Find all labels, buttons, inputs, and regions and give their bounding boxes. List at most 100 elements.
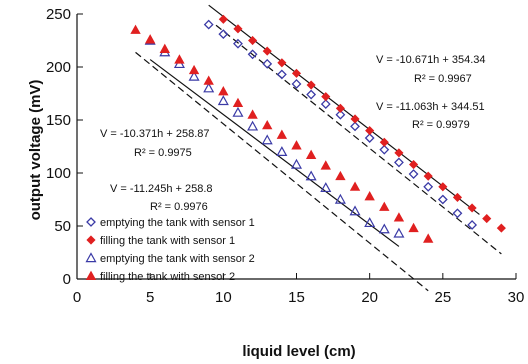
dashed-fit-line bbox=[135, 51, 429, 292]
legend-marker bbox=[85, 252, 97, 263]
data-point bbox=[247, 109, 258, 119]
y-tick-label: 200 bbox=[46, 59, 71, 76]
data-point bbox=[364, 190, 375, 201]
x-tick-label: 30 bbox=[508, 289, 525, 306]
legend-marker bbox=[86, 235, 96, 245]
data-point bbox=[262, 46, 272, 56]
data-point bbox=[467, 220, 478, 230]
data-point bbox=[379, 144, 390, 155]
data-point bbox=[409, 159, 419, 170]
data-point bbox=[305, 170, 317, 181]
data-point bbox=[276, 146, 288, 156]
annotation-3: V = -10.371h + 258.87 R² = 0.9975 bbox=[100, 128, 209, 159]
data-point bbox=[437, 194, 448, 205]
data-point bbox=[378, 223, 390, 234]
series-3 bbox=[144, 34, 405, 238]
legend-item: filling the tank with sensor 2 bbox=[85, 270, 235, 283]
series-1 bbox=[203, 19, 478, 230]
data-point bbox=[496, 223, 506, 233]
data-point bbox=[291, 140, 302, 150]
data-point bbox=[393, 212, 405, 222]
data-point bbox=[482, 214, 492, 224]
data-point bbox=[394, 157, 404, 168]
data-point bbox=[247, 49, 258, 60]
legend-item: emptying the tank with sensor 2 bbox=[85, 252, 255, 265]
data-point bbox=[218, 14, 228, 24]
legend-item: emptying the tank with sensor 1 bbox=[86, 217, 255, 229]
data-point bbox=[320, 182, 332, 193]
data-point bbox=[467, 203, 477, 213]
annotation-1: V = -10.671h + 354.34 R² = 0.9967 bbox=[376, 54, 485, 85]
y-axis-title: output voltage (mV) bbox=[27, 80, 44, 221]
y-tick-label: 100 bbox=[46, 165, 71, 182]
data-point bbox=[438, 182, 448, 192]
equation-label: V = -11.245h + 258.8 bbox=[110, 183, 213, 195]
x-tick-label: 20 bbox=[361, 289, 378, 306]
x-axis-title: liquid level (cm) bbox=[242, 343, 355, 360]
data-point bbox=[320, 160, 331, 170]
legend-marker bbox=[86, 217, 96, 227]
r-squared-label: R² = 0.9975 bbox=[134, 147, 192, 159]
x-tick-label: 15 bbox=[288, 289, 305, 306]
series-2 bbox=[218, 14, 506, 233]
legend-item: filling the tank with sensor 1 bbox=[86, 235, 235, 247]
legend-label: filling the tank with sensor 1 bbox=[100, 235, 235, 247]
data-point bbox=[393, 227, 405, 238]
data-point bbox=[423, 181, 434, 192]
data-point bbox=[335, 109, 346, 120]
r-squared-label: R² = 0.9979 bbox=[412, 119, 470, 131]
data-point bbox=[247, 120, 259, 131]
data-point bbox=[350, 121, 360, 132]
data-point bbox=[364, 217, 376, 228]
data-point bbox=[394, 148, 404, 158]
data-point bbox=[217, 95, 229, 106]
data-point bbox=[452, 192, 463, 202]
r-squared-label: R² = 0.9976 bbox=[150, 201, 208, 213]
data-point bbox=[379, 201, 390, 211]
data-point bbox=[218, 29, 229, 40]
equation-label: V = -11.063h + 344.51 bbox=[376, 101, 485, 113]
equation-label: V = -10.671h + 354.34 bbox=[376, 54, 485, 66]
data-point bbox=[335, 170, 346, 181]
data-point bbox=[305, 149, 317, 159]
y-tick-label: 50 bbox=[54, 218, 71, 235]
data-point bbox=[188, 64, 200, 75]
data-point bbox=[232, 97, 244, 108]
data-point bbox=[320, 99, 331, 110]
axis-ticks: 0 5 10 15 20 25 30 0 50 100 150 200 250 bbox=[46, 6, 524, 306]
data-point bbox=[159, 43, 170, 53]
data-point bbox=[408, 222, 419, 233]
data-point bbox=[262, 58, 273, 69]
y-tick-label: 0 bbox=[63, 271, 71, 288]
y-tick-label: 150 bbox=[46, 112, 71, 129]
x-tick-label: 10 bbox=[215, 289, 232, 306]
data-point bbox=[291, 79, 302, 89]
data-point bbox=[321, 92, 331, 102]
data-point bbox=[290, 158, 303, 169]
data-point bbox=[408, 169, 419, 179]
data-point bbox=[232, 106, 244, 117]
legend-label: emptying the tank with sensor 1 bbox=[100, 217, 255, 229]
legend-marker bbox=[85, 270, 97, 281]
y-tick-label: 250 bbox=[46, 6, 71, 23]
legend-label: emptying the tank with sensor 2 bbox=[100, 253, 255, 265]
data-point bbox=[349, 205, 361, 216]
data-point bbox=[291, 68, 302, 78]
data-point bbox=[452, 208, 463, 219]
data-point bbox=[334, 193, 346, 204]
data-point bbox=[203, 75, 214, 85]
data-point bbox=[365, 126, 375, 136]
data-point bbox=[144, 34, 156, 44]
data-point bbox=[423, 233, 434, 243]
data-points bbox=[130, 14, 506, 243]
data-point bbox=[188, 70, 200, 81]
r-squared-label: R² = 0.9967 bbox=[414, 73, 472, 85]
annotation-2: V = -11.063h + 344.51 R² = 0.9979 bbox=[376, 101, 485, 131]
x-tick-label: 25 bbox=[434, 289, 451, 306]
series-4 bbox=[130, 24, 434, 243]
legend: emptying the tank with sensor 1 filling t… bbox=[85, 217, 255, 283]
data-point bbox=[248, 35, 258, 46]
data-point bbox=[203, 19, 214, 30]
data-point bbox=[364, 133, 375, 143]
data-point bbox=[335, 103, 345, 113]
